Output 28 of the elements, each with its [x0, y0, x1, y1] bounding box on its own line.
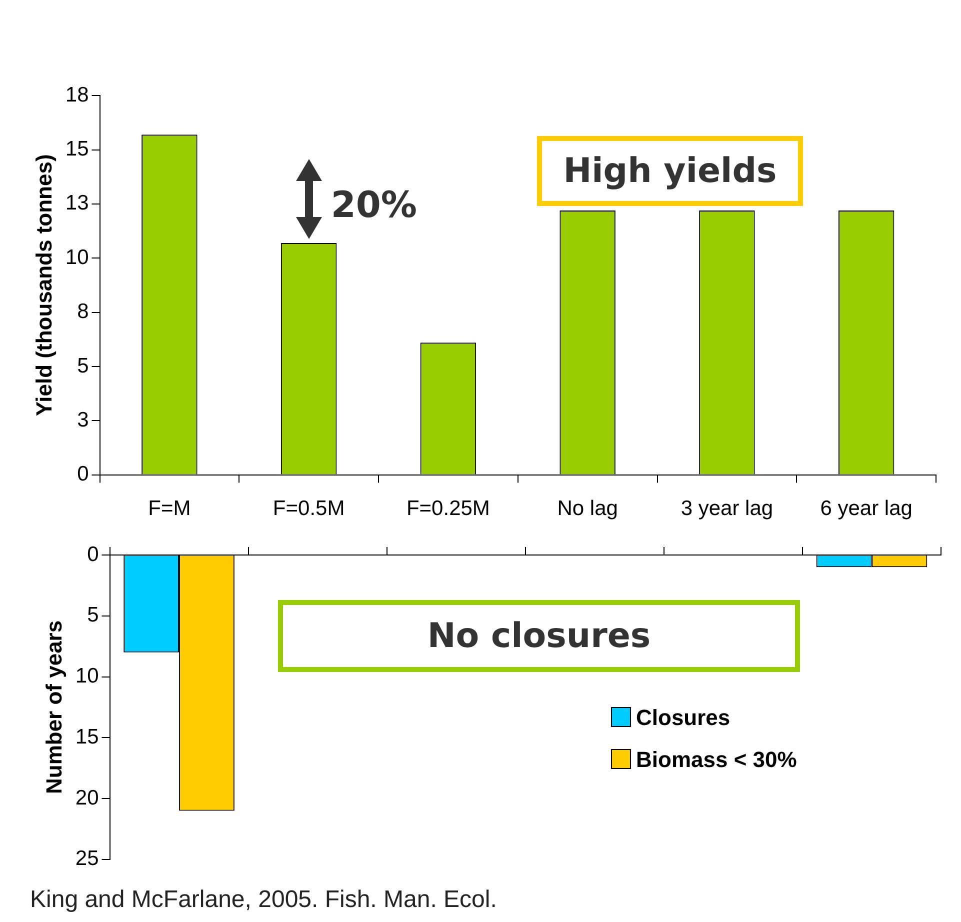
y-tick-label: 5 [77, 354, 89, 378]
y-axis-title: Yield (thousands tonnes) [31, 154, 56, 416]
x-tick-label: 6 year lag [820, 497, 912, 520]
y-tick-label: 10 [75, 664, 99, 688]
y-tick-label: 8 [77, 300, 89, 324]
x-tick-label: 3 year lag [680, 497, 774, 520]
y-tick-label: 3 [77, 408, 89, 432]
annotation: No closures [278, 600, 800, 672]
y-tick-label: 0 [87, 542, 99, 566]
y-tick-label: 20 [75, 786, 99, 810]
y-tick-label: 18 [65, 83, 89, 106]
x-tick-label: F=0.25M [406, 497, 490, 520]
x-tick-label: No lag [557, 497, 618, 520]
annotation: High yields [537, 136, 803, 206]
annotation: 20% [330, 184, 417, 228]
text: King and McFarlane, 2005. Fish. Man. Ecol. [30, 885, 497, 915]
y-tick-label: 15 [75, 725, 99, 748]
y-tick-label: 15 [65, 138, 89, 161]
legend-label: Biomass < 30% [635, 746, 797, 774]
x-tick-label: F=M [148, 497, 191, 520]
y-tick-label: 5 [87, 604, 99, 627]
x-tick-label: F=0.5M [272, 497, 345, 520]
y-tick-label: 13 [65, 192, 89, 215]
y-tick-label: 10 [65, 246, 89, 269]
y-tick-label: 0 [77, 462, 89, 486]
legend-label: Closures [635, 704, 732, 732]
y-tick-label: 25 [75, 847, 99, 870]
y-axis-title: Number of years [41, 620, 66, 794]
